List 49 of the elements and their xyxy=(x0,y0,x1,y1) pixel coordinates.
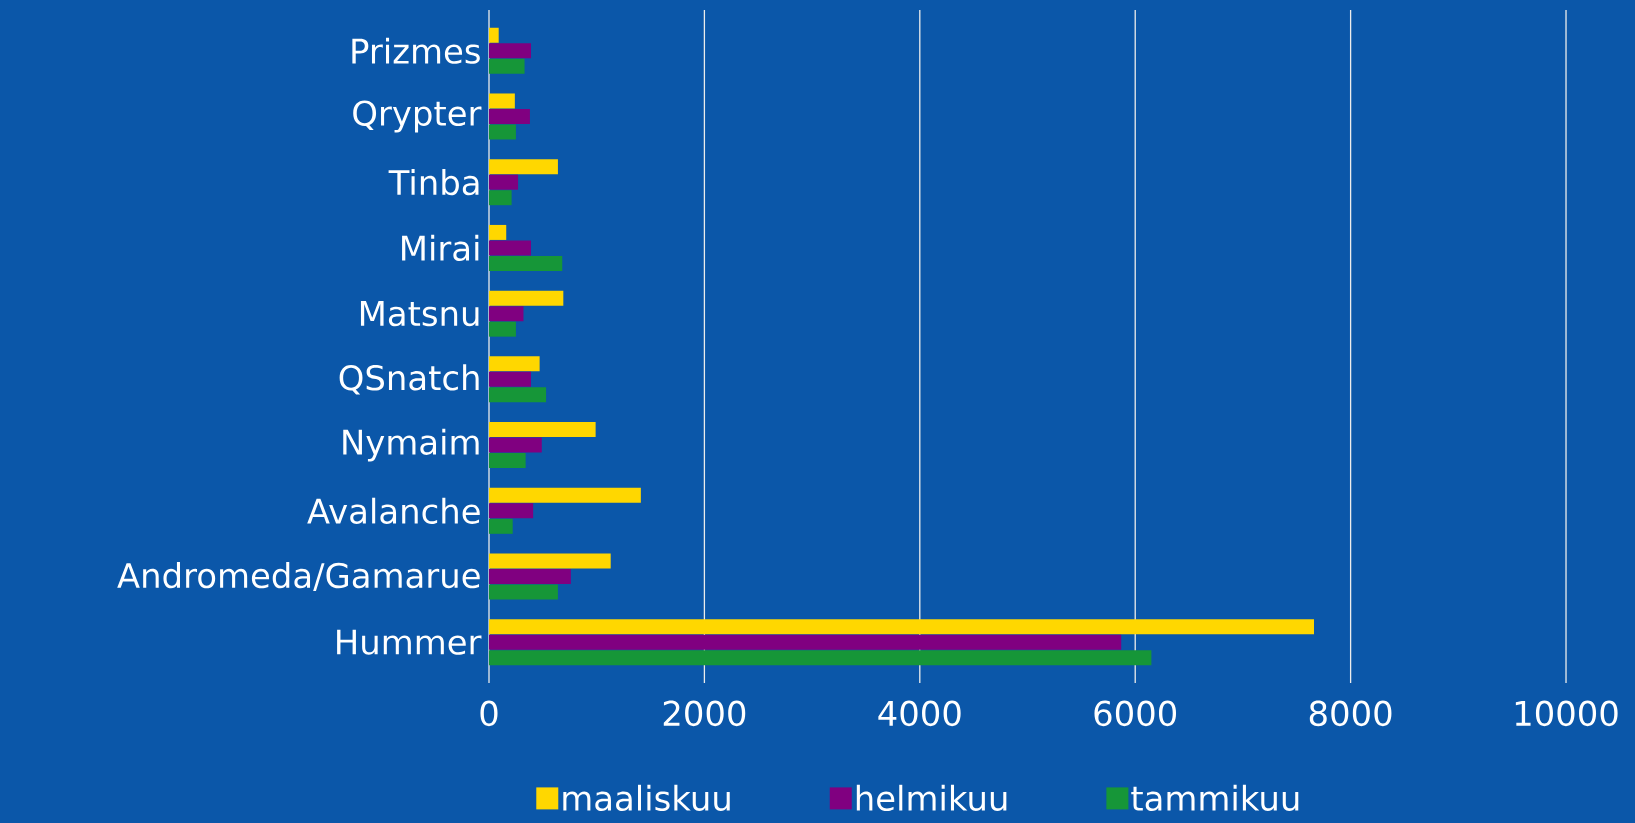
x-tick-label: 8000 xyxy=(1309,700,1392,727)
bar xyxy=(489,27,499,43)
bar xyxy=(489,159,558,175)
y-tick-label: Avalanche xyxy=(307,497,480,524)
bar xyxy=(489,569,571,585)
bar xyxy=(489,453,526,469)
bar xyxy=(489,58,525,74)
bar xyxy=(489,387,547,403)
bar xyxy=(489,224,507,240)
bar xyxy=(489,371,531,387)
legend-label: helmikuu xyxy=(856,784,1007,811)
y-tick-label: Qrypter xyxy=(353,100,482,133)
bar xyxy=(489,190,512,206)
bar xyxy=(489,422,596,438)
bar xyxy=(489,634,1122,650)
y-tick-label: Nymaim xyxy=(343,428,479,462)
bar xyxy=(489,518,513,534)
bar xyxy=(489,584,558,600)
bar xyxy=(489,650,1152,666)
bar xyxy=(489,240,531,256)
bar xyxy=(489,321,516,337)
bar xyxy=(489,356,540,372)
y-tick-label: QSnatch xyxy=(339,364,479,395)
bar xyxy=(489,174,519,190)
bar xyxy=(489,93,515,109)
y-tick-label: Tinba xyxy=(388,169,479,196)
legend-label: tammikuu xyxy=(1131,784,1299,811)
x-tick-label: 0 xyxy=(480,700,498,727)
y-tick-label: Prizmes xyxy=(352,37,480,64)
x-tick-label: 6000 xyxy=(1094,700,1177,727)
bar xyxy=(489,43,531,59)
bar xyxy=(489,503,534,519)
bar xyxy=(489,487,641,503)
bar xyxy=(489,255,563,271)
x-tick-label: 10000 xyxy=(1515,700,1618,727)
bar xyxy=(489,290,564,306)
y-tick-label: Andromeda/Gamarue xyxy=(117,562,480,591)
bar xyxy=(489,437,542,453)
bar xyxy=(489,306,524,322)
bar xyxy=(489,619,1314,635)
bar xyxy=(489,124,516,140)
y-tick-label: Matsnu xyxy=(360,301,479,327)
y-tick-label: Hummer xyxy=(337,629,482,655)
y-tick-label: Mirai xyxy=(402,234,479,262)
legend-label: maaliskuu xyxy=(563,784,730,811)
x-tick-label: 4000 xyxy=(878,700,961,727)
bar xyxy=(489,553,611,569)
x-tick-label: 2000 xyxy=(663,700,746,727)
bar xyxy=(489,108,530,124)
